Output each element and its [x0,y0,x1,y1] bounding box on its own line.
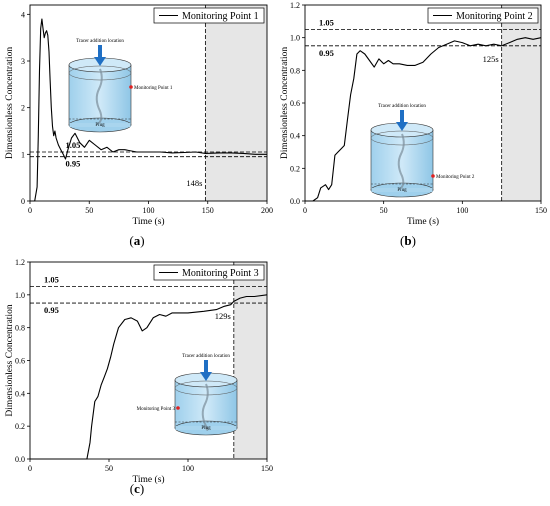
mixing-time-label: 148s [186,178,202,188]
lower-band-label: 0.95 [319,48,334,58]
upper-band-label: 1.05 [319,18,334,28]
y-tick-label: 0.4 [15,389,25,398]
y-tick-label: 0.8 [15,324,25,333]
panel-caption: (a) [129,233,144,248]
lower-band-label: 0.95 [66,159,81,169]
y-tick-label: 1.2 [15,258,25,267]
y-tick-label: 0.0 [15,455,25,464]
y-tick-label: 4 [21,10,25,19]
y-tick-label: 0 [21,197,25,206]
tank-inset: Tracer addition location Monitoring Point… [68,39,173,133]
y-tick-label: 2 [21,104,25,113]
monitoring-point-marker [176,406,180,410]
arrow-head-icon [396,122,408,131]
x-tick-label: 50 [380,206,388,215]
y-tick-label: 3 [21,57,25,66]
tank-inset: Tracer addition location Monitoring Point… [370,104,475,198]
plug-label: Plug [201,426,211,431]
y-tick-label: 0.6 [290,99,300,108]
arrow-head-icon [200,372,212,381]
arrow-icon [400,110,404,123]
x-tick-label: 150 [202,206,214,215]
panel-caption-letter: b [404,233,411,248]
monitoring-point-marker [431,174,435,178]
shaded-region [233,262,267,459]
lower-band-label: 0.95 [44,305,59,315]
plug-label: Plug [397,188,407,193]
legend-label: Monitoring Point 2 [456,11,533,22]
tank-bottom-fill [69,123,131,127]
series-line [30,294,268,460]
arrow-head-icon [94,57,106,66]
x-tick-label: 50 [105,464,113,473]
monitoring-point-marker [129,85,133,89]
panel-caption: (b) [400,233,416,248]
tracer-plume [397,133,405,189]
x-tick-label: 150 [261,464,273,473]
legend-label: Monitoring Point 3 [182,268,259,279]
upper-band-label: 1.05 [66,140,81,150]
panel-c: 0 50 100 150 0.0 0.2 0.4 0.6 0.8 1.0 1.2 Time (s) Di… [5,258,273,496]
tracer-plume [201,383,209,431]
y-tick-label: 0.2 [15,422,25,431]
x-tick-label: 150 [535,206,547,215]
inset-title: Tracer addition location [378,104,426,109]
y-tick-label: 0.4 [290,132,300,141]
y-tick-label: 0.0 [290,197,300,206]
legend-box [427,7,539,24]
series-line [30,18,267,202]
arrow-icon [204,360,208,373]
x-tick-label: 0 [28,206,32,215]
y-tick-label: 0.2 [290,164,300,173]
monitoring-point-label: Monitoring Point 1 [134,86,173,91]
panel-caption-letter: a [134,233,141,248]
inset-title: Tracer addition location [182,354,230,359]
y-tick-label: 1.2 [290,1,300,10]
y-axis-label: Dimensionless Concentration [280,47,290,159]
tank-inset: Tracer addition location Monitoring Point… [137,354,238,436]
y-tick-label: 1 [21,150,25,159]
shaded-region [205,5,267,201]
mixing-time-label: 129s [215,311,231,321]
monitoring-point-label: Monitoring Point 3 [137,407,176,412]
x-tick-label: 100 [143,206,155,215]
panel-a: 0 50 100 150 200 0 1 2 3 4 Time (s) Dimensionless C… [5,4,273,248]
y-tick-label: 0.8 [290,66,300,75]
shaded-region [501,5,541,201]
upper-band-label: 1.05 [44,275,59,285]
panel-caption: (c) [130,481,144,496]
tracer-plume [95,68,103,124]
x-tick-label: 100 [456,206,468,215]
tank-bottom-fill [371,188,433,192]
x-tick-label: 0 [303,206,307,215]
y-tick-label: 0.6 [15,357,25,366]
legend-box [153,264,265,281]
legend-label: Monitoring Point 1 [182,11,259,22]
panel-caption-letter: c [134,481,140,496]
y-tick-label: 1.0 [290,34,300,43]
plug-label: Plug [95,123,105,128]
y-axis-label: Dimensionless Concentration [5,304,15,416]
arrow-icon [98,45,102,58]
y-axis-label: Dimensionless Concentration [5,47,15,159]
x-tick-label: 100 [182,464,194,473]
tank-body [370,129,434,191]
x-tick-label: 50 [85,206,93,215]
series-line [305,37,542,202]
legend-box [153,7,265,24]
x-tick-label: 200 [261,206,273,215]
panel-b: 0 50 100 150 0.0 0.2 0.4 0.6 0.8 1.0 1.2 Time (s) Di… [280,1,547,248]
mixing-time-label: 125s [483,54,499,64]
monitoring-point-label: Monitoring Point 2 [436,175,475,180]
x-axis-label: Time (s) [132,216,164,227]
x-axis-label: Time (s) [407,216,439,227]
tank-body [68,64,132,126]
y-tick-label: 1.0 [15,291,25,300]
x-tick-label: 0 [28,464,32,473]
x-axis-label: Time (s) [132,474,164,485]
inset-title: Tracer addition location [76,39,124,44]
